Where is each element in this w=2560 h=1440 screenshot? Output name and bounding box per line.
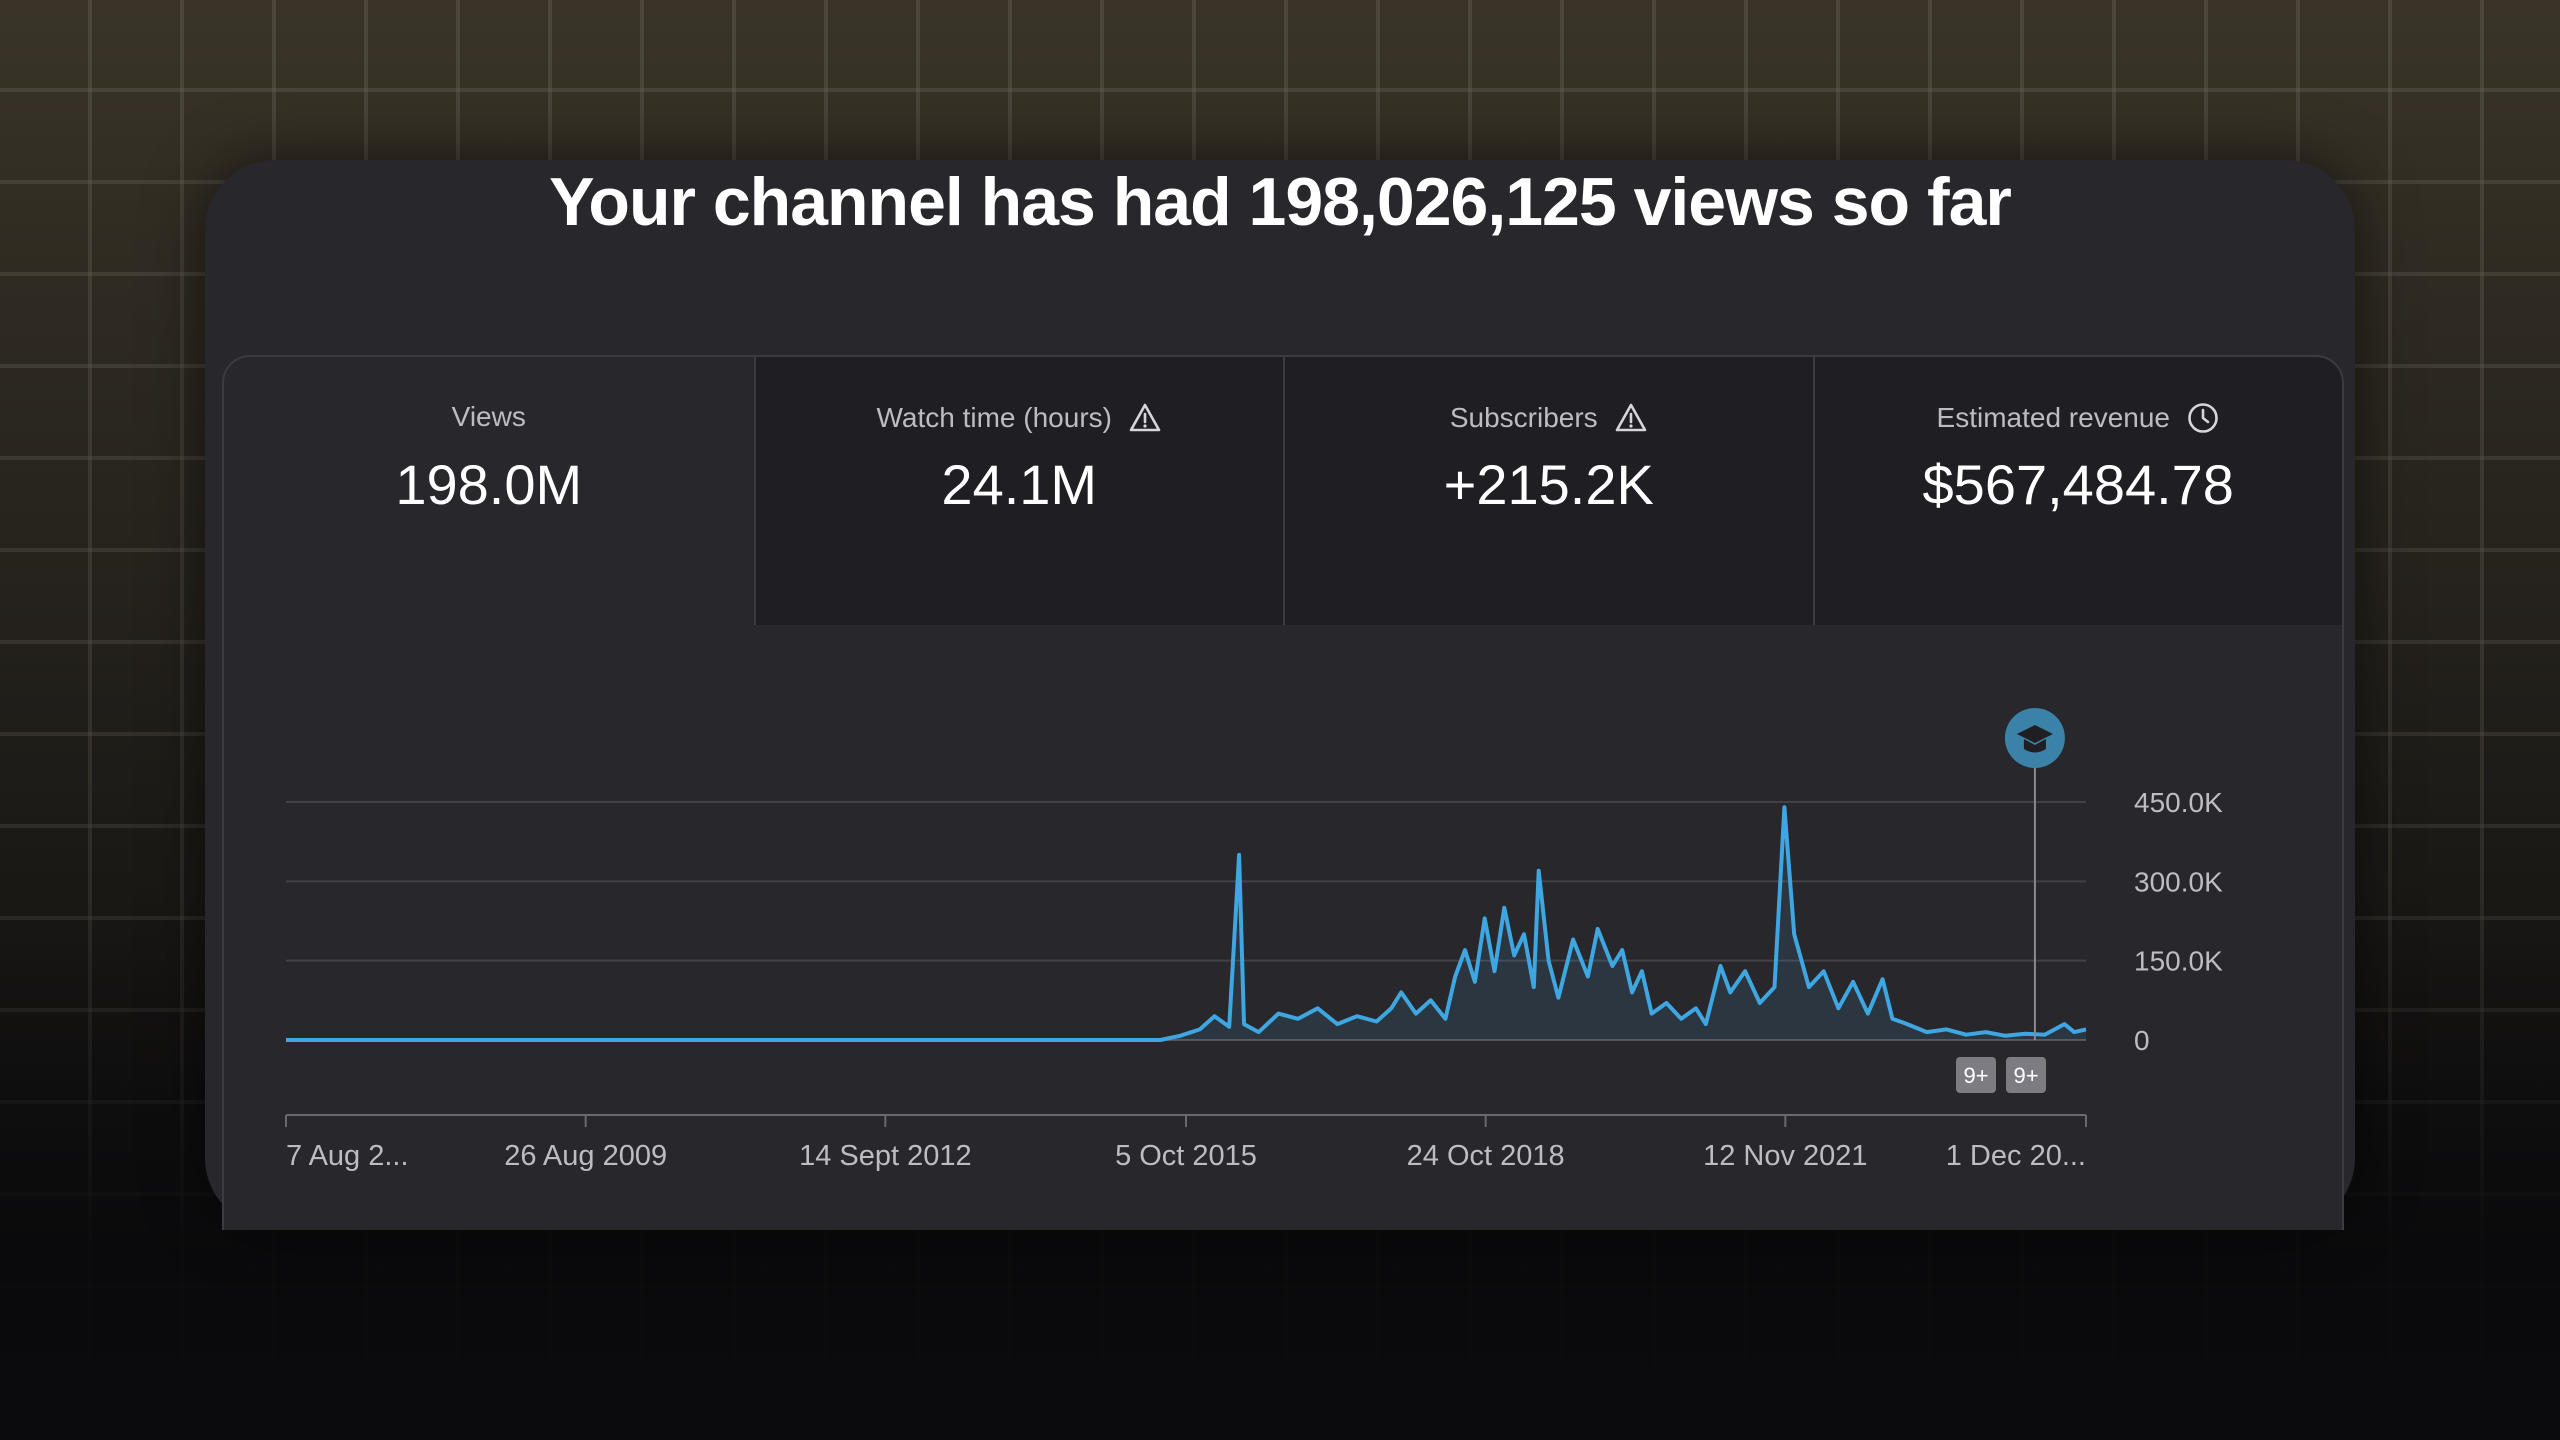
views-chart[interactable]: 450.0K 300.0K 150.0K 0 7 Aug 2... 26 Aug 200… xyxy=(224,625,2342,1230)
tab-watch-time[interactable]: Watch time (hours) 24.1M xyxy=(753,357,1284,625)
x-tick-label: 26 Aug 2009 xyxy=(504,1140,667,1172)
tab-subscribers-value: +215.2K xyxy=(1443,453,1654,516)
y-tick-label: 150.0K xyxy=(2134,946,2223,977)
graduation-cap-icon[interactable] xyxy=(2004,708,2065,768)
chart-gridlines xyxy=(286,801,2086,1116)
tab-label: Estimated revenue xyxy=(1936,402,2170,433)
analytics-panel: Views 198.0M Watch time (hours) 24.1M Su… xyxy=(222,355,2344,1230)
x-tick-label: 1 Dec 20... xyxy=(1946,1140,2086,1172)
tab-revenue-label-row: Estimated revenue xyxy=(1815,401,2343,435)
cap-base xyxy=(2023,739,2046,753)
x-tick-label: 5 Oct 2015 xyxy=(1115,1140,1257,1172)
tab-views-label-row: Views xyxy=(224,401,754,433)
y-tick-label: 0 xyxy=(2134,1025,2150,1056)
tab-label: Subscribers xyxy=(1449,402,1598,433)
tab-views[interactable]: Views 198.0M xyxy=(224,357,754,625)
tab-revenue-value: $567,484.78 xyxy=(1922,453,2234,516)
x-tick-label: 14 Sept 2012 xyxy=(799,1140,972,1172)
chart-badges: 9+ 9+ xyxy=(1956,1057,2046,1093)
badge-label: 9+ xyxy=(1963,1063,1988,1088)
series-area xyxy=(286,807,2086,1040)
chart-marker xyxy=(2004,708,2065,1040)
series-line[interactable] xyxy=(286,805,2087,1042)
x-tick-label: 12 Nov 2021 xyxy=(1703,1140,1867,1172)
tab-views-value: 198.0M xyxy=(395,453,583,516)
clock-icon[interactable] xyxy=(2186,401,2220,435)
tab-subscribers[interactable]: Subscribers +215.2K xyxy=(1283,357,1813,625)
tab-subscribers-label-row: Subscribers xyxy=(1285,401,1813,435)
cap-top xyxy=(2016,725,2053,743)
views-chart-area: 450.0K 300.0K 150.0K 0 7 Aug 2... 26 Aug 200… xyxy=(224,625,2342,1230)
tab-label: Views xyxy=(451,401,526,432)
page-title: Your channel has had 198,026,125 views s… xyxy=(549,164,2012,240)
tab-estimated-revenue[interactable]: Estimated revenue $567,484.78 xyxy=(1812,357,2343,625)
badge-bg xyxy=(1956,1057,1996,1093)
tab-label: Watch time (hours) xyxy=(876,402,1112,433)
badge-label: 9+ xyxy=(2013,1063,2038,1088)
x-tick-label: 24 Oct 2018 xyxy=(1407,1140,1565,1172)
badge-bg xyxy=(2006,1057,2046,1093)
x-tick-label: 7 Aug 2... xyxy=(286,1140,409,1172)
y-tick-label: 450.0K xyxy=(2134,787,2223,818)
tab-watch-time-label-row: Watch time (hours) xyxy=(756,401,1284,435)
warning-triangle-icon[interactable] xyxy=(1614,401,1648,435)
count-badge[interactable]: 9+ xyxy=(2006,1057,2046,1093)
count-badge[interactable]: 9+ xyxy=(1956,1057,1996,1093)
chart-series-lines xyxy=(286,805,2087,1042)
chart-x-ticks: 7 Aug 2... 26 Aug 2009 14 Sept 2012 5 Oct 2… xyxy=(285,1115,2087,1172)
metric-tabs: Views 198.0M Watch time (hours) 24.1M Su… xyxy=(224,357,2342,625)
warning-triangle-icon[interactable] xyxy=(1128,401,1162,435)
chart-y-ticks: 450.0K 300.0K 150.0K 0 xyxy=(2134,787,2223,1056)
y-tick-label: 300.0K xyxy=(2134,866,2223,897)
tab-watch-time-value: 24.1M xyxy=(941,453,1098,516)
chart-area-fill xyxy=(286,807,2086,1040)
